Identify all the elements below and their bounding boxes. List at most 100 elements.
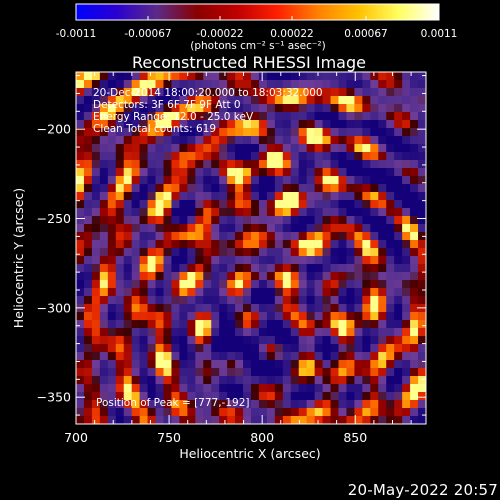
heatmap-cell <box>394 144 403 153</box>
heatmap-cell <box>298 384 307 393</box>
heatmap-cell <box>354 104 363 113</box>
heatmap-cell <box>386 368 395 377</box>
heatmap-cell <box>179 296 188 305</box>
heatmap-cell <box>386 120 395 129</box>
heatmap-cell <box>155 352 164 361</box>
heatmap-cell <box>306 216 315 225</box>
heatmap-cell <box>266 152 276 161</box>
heatmap-cell <box>282 384 292 393</box>
heatmap-cell <box>163 216 172 225</box>
heatmap-cell <box>266 408 276 417</box>
heatmap-cell <box>83 136 93 145</box>
heatmap-cell <box>155 272 164 281</box>
heatmap-cell <box>211 80 220 89</box>
heatmap-cell <box>91 328 101 337</box>
heatmap-cell <box>402 80 411 89</box>
heatmap-cell <box>179 272 188 281</box>
heatmap-cell <box>99 272 109 281</box>
heatmap-cell <box>131 144 140 153</box>
heatmap-cell <box>298 352 307 361</box>
heatmap-cell <box>338 168 347 177</box>
heatmap-cell <box>410 416 419 425</box>
heatmap-cell <box>290 152 300 161</box>
heatmap-cell <box>322 264 331 273</box>
heatmap-cell <box>298 232 307 241</box>
heatmap-cell <box>410 72 419 81</box>
heatmap-cell <box>76 144 85 153</box>
heatmap-cell <box>266 232 276 241</box>
heatmap-cell <box>251 176 260 185</box>
heatmap-cell <box>290 304 300 313</box>
heatmap-cell <box>243 168 252 177</box>
heatmap-cell <box>258 376 268 385</box>
heatmap-cell <box>410 264 419 273</box>
heatmap-cell <box>155 88 164 97</box>
heatmap-cell <box>418 136 427 145</box>
heatmap-cell <box>314 224 323 233</box>
heatmap-cell <box>195 136 204 145</box>
heatmap-cell <box>418 408 427 417</box>
heatmap-cell <box>147 200 156 209</box>
heatmap-cell <box>139 80 148 89</box>
heatmap-cell <box>298 224 307 233</box>
heatmap-cell <box>243 72 252 81</box>
heatmap-cell <box>131 216 140 225</box>
heatmap-cell <box>107 232 117 241</box>
heatmap-cell <box>338 88 347 97</box>
heatmap-cell <box>203 224 212 233</box>
heatmap-cell <box>282 392 292 401</box>
heatmap-cell <box>298 344 307 353</box>
heatmap-cell <box>187 368 196 377</box>
heatmap-cell <box>330 344 339 353</box>
heatmap-cell <box>402 104 411 113</box>
heatmap-cell <box>314 216 323 225</box>
heatmap-cell <box>418 328 427 337</box>
heatmap-cell <box>322 392 331 401</box>
heatmap-cell <box>370 296 379 305</box>
heatmap-cell <box>187 344 196 353</box>
heatmap-cell <box>123 328 132 337</box>
heatmap-cell <box>306 184 315 193</box>
heatmap-cell <box>314 232 323 241</box>
heatmap-cell <box>394 72 403 81</box>
heatmap-cell <box>155 216 164 225</box>
heatmap-cell <box>123 136 132 145</box>
heatmap-cell <box>362 336 371 345</box>
heatmap-cell <box>107 416 117 425</box>
heatmap-cell <box>235 248 244 257</box>
heatmap-cell <box>107 216 117 225</box>
heatmap-cell <box>211 296 220 305</box>
heatmap-cell <box>139 216 148 225</box>
heatmap-cell <box>386 272 395 281</box>
heatmap-cell <box>123 416 132 425</box>
heatmap-cell <box>402 240 411 249</box>
heatmap-cell <box>306 264 315 273</box>
heatmap-cell <box>354 368 363 377</box>
heatmap-cell <box>235 136 244 145</box>
heatmap-cell <box>76 352 85 361</box>
heatmap-cell <box>402 408 411 417</box>
heatmap-cell <box>346 240 355 249</box>
heatmap-cell <box>179 408 188 417</box>
heatmap-cell <box>76 248 85 257</box>
heatmap-cell <box>147 128 156 137</box>
heatmap-cell <box>346 256 355 265</box>
heatmap-cell <box>290 408 300 417</box>
heatmap-cell <box>330 104 339 113</box>
heatmap-cell <box>83 192 93 201</box>
heatmap-cell <box>243 360 252 369</box>
heatmap-cell <box>274 320 284 329</box>
heatmap-cell <box>282 168 292 177</box>
heatmap-cell <box>290 112 300 121</box>
heatmap-cell <box>306 240 315 249</box>
heatmap-cell <box>187 144 196 153</box>
heatmap-cell <box>115 88 125 97</box>
heatmap-cell <box>131 400 140 409</box>
heatmap-cell <box>354 128 363 137</box>
heatmap-cell <box>402 288 411 297</box>
heatmap-cell <box>298 112 307 121</box>
annotation-time-range: 20-Dec-2014 18:00:20.000 to 18:03:32.000 <box>93 87 323 99</box>
heatmap-cell <box>258 328 268 337</box>
heatmap-cell <box>155 240 164 249</box>
heatmap-cell <box>147 384 156 393</box>
